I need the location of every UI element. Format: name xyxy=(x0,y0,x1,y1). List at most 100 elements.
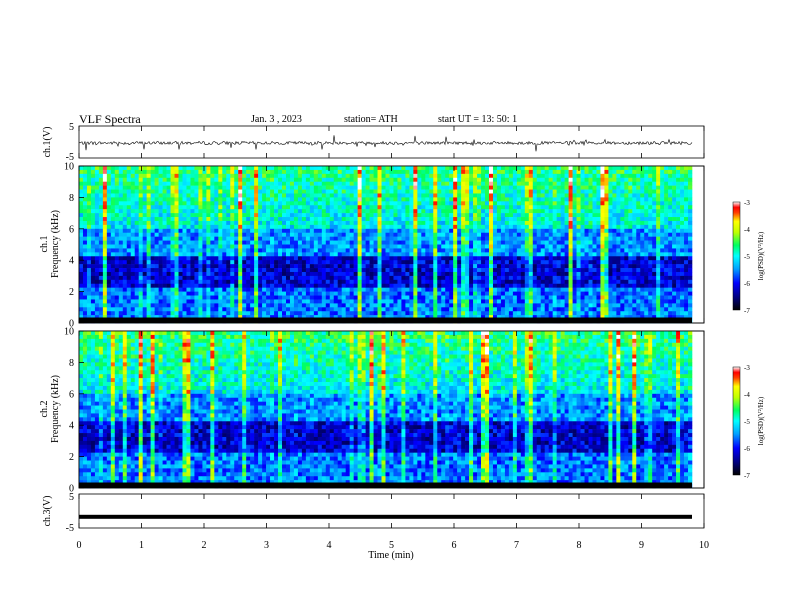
spectrogram-cell xyxy=(114,271,120,277)
spectrogram-cell xyxy=(230,166,235,171)
spectrogram-cell xyxy=(461,256,466,261)
spectrogram-cell xyxy=(349,217,354,222)
spectrogram-cell xyxy=(234,307,239,312)
spectrogram-cell xyxy=(413,287,418,292)
spectrogram-cell xyxy=(274,248,279,253)
spectrogram-cell xyxy=(126,295,132,300)
spectrogram-cell xyxy=(349,181,354,186)
spectrogram-cell xyxy=(309,201,315,206)
spectrogram-cell xyxy=(86,169,92,175)
spectrogram-cell xyxy=(528,173,534,179)
spectrogram-cell xyxy=(500,264,506,269)
spectrogram-cell xyxy=(234,169,239,175)
spectrogram-cell xyxy=(162,166,167,171)
spectrogram-cell xyxy=(289,287,295,292)
spectrogram-cell xyxy=(457,189,462,194)
spectrogram-cell xyxy=(341,283,346,288)
spectrogram-cell xyxy=(166,236,171,241)
spectrogram-cell xyxy=(190,303,195,308)
spectrogram-cell xyxy=(79,240,84,245)
spectrogram-cell xyxy=(508,217,514,222)
spectrogram-cell xyxy=(250,271,255,277)
spectrogram-cell xyxy=(90,209,96,214)
spectrogram-cell xyxy=(413,307,418,312)
spectrogram-cell xyxy=(445,177,450,182)
spectrogram-cell xyxy=(305,228,311,234)
spectrogram-cell xyxy=(520,256,526,261)
spectrogram-cell xyxy=(250,268,255,273)
spectrogram-cell xyxy=(381,232,386,237)
spectrogram-cell xyxy=(138,307,143,312)
spectrogram-cell xyxy=(425,185,430,190)
spectrogram-cell xyxy=(341,248,346,253)
spectrogram-cell xyxy=(82,283,88,288)
spectrogram-cell xyxy=(146,252,151,257)
spectrogram-cell xyxy=(496,291,502,296)
spectrogram-cell xyxy=(413,181,418,186)
spectrogram-cell xyxy=(222,275,227,281)
spectrogram-cell xyxy=(146,201,151,206)
spectrogram-cell xyxy=(250,244,255,249)
spectrogram-cell xyxy=(560,256,565,261)
spectrogram-cell xyxy=(226,232,231,237)
spectrogram-cell xyxy=(146,311,151,316)
spectrogram-cell xyxy=(174,213,179,218)
spectrogram-cell xyxy=(98,252,104,257)
spectrogram-cell xyxy=(321,185,327,190)
spectrogram-cell xyxy=(417,303,422,308)
spectrogram-cell xyxy=(285,248,291,253)
spectrogram-cell xyxy=(564,244,569,249)
spectrogram-cell xyxy=(94,181,100,186)
spectrogram-cell xyxy=(425,205,430,210)
spectrogram-cell xyxy=(218,315,223,320)
spectrogram-cell xyxy=(98,177,104,182)
spectrogram-cell xyxy=(134,201,140,206)
spectrogram-cell xyxy=(512,252,518,257)
spectrogram-cell xyxy=(329,232,335,237)
spectrogram-cell xyxy=(552,279,557,285)
spectrogram-cell xyxy=(230,315,235,320)
spectrogram-cell xyxy=(461,240,466,245)
spectrogram-cell xyxy=(230,260,235,265)
spectrogram-cell xyxy=(337,295,343,300)
spectrogram-cell xyxy=(449,213,454,218)
spectrogram-cell xyxy=(560,299,565,304)
spectrogram-cell xyxy=(544,287,549,292)
spectrogram-cell xyxy=(397,279,402,285)
spectrogram-cell xyxy=(230,244,235,249)
spectrogram-cell xyxy=(552,248,557,253)
spectrogram-cell xyxy=(86,181,92,186)
spectrogram-cell xyxy=(500,197,506,202)
spectrogram-cell xyxy=(357,205,362,210)
spectrogram-cell xyxy=(341,256,346,261)
spectrogram-cell xyxy=(166,213,171,218)
spectrogram-cell xyxy=(345,205,350,210)
spectrogram-cell xyxy=(250,275,255,281)
spectrogram-cell xyxy=(282,205,287,210)
spectrogram-cell xyxy=(106,220,112,226)
spectrogram-cell xyxy=(329,236,335,241)
spectrogram-cell xyxy=(433,173,438,179)
spectrogram-cell xyxy=(142,169,147,175)
spectrogram-cell xyxy=(473,287,478,292)
spectrogram-cell xyxy=(477,177,482,182)
spectrogram-cell xyxy=(214,271,219,277)
spectrogram-cell xyxy=(317,287,323,292)
spectrogram-cell xyxy=(508,197,514,202)
spectrogram-cell xyxy=(90,177,96,182)
spectrogram-cell xyxy=(178,181,183,186)
spectrogram-cell xyxy=(166,189,171,194)
spectrogram-cell xyxy=(293,173,299,179)
spectrogram-cell xyxy=(477,244,482,249)
spectrogram-cell xyxy=(230,193,235,198)
spectrogram-cell xyxy=(445,287,450,292)
spectrogram-cell xyxy=(421,166,426,171)
spectrogram-cell xyxy=(162,260,167,265)
spectrogram-cell xyxy=(98,315,104,320)
spectrogram-cell xyxy=(461,181,466,186)
spectrogram-cell xyxy=(114,283,120,288)
spectrogram-cell xyxy=(405,205,410,210)
spectrogram-cell xyxy=(417,271,422,277)
spectrogram-cell xyxy=(182,201,187,206)
spectrogram-cell xyxy=(504,287,510,292)
